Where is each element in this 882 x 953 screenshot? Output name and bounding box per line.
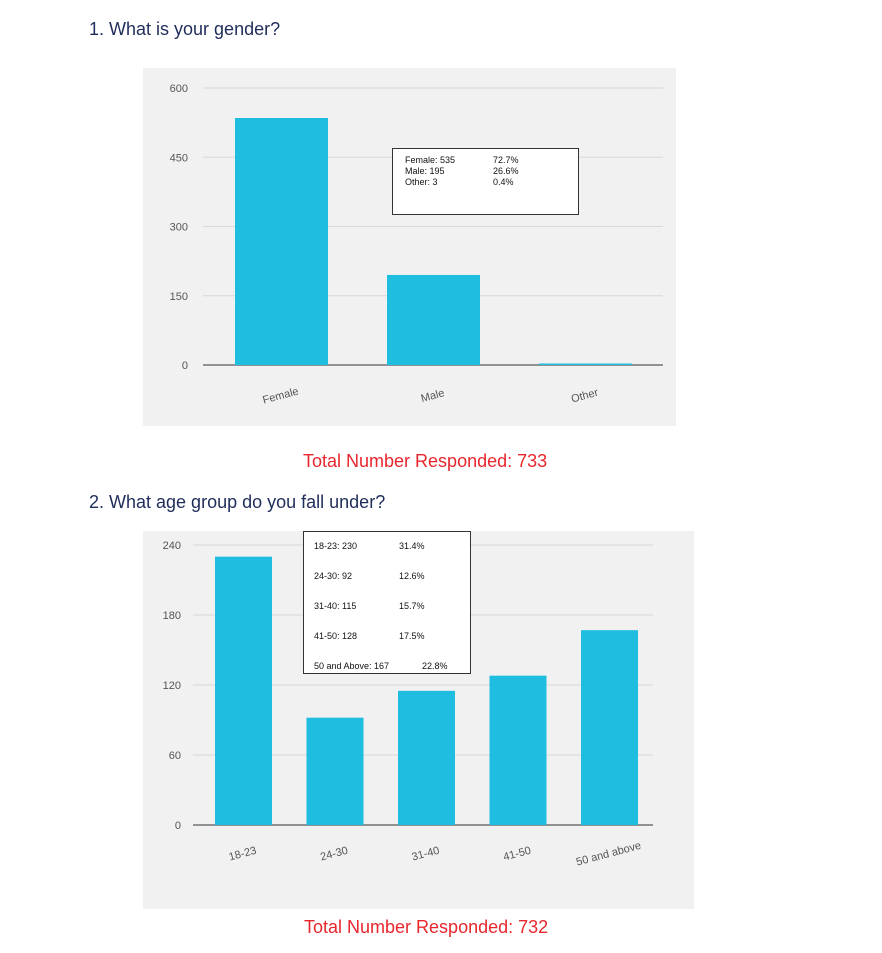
bar: [387, 274, 480, 365]
legend-row: Other: 3 0.4%: [405, 177, 578, 188]
x-tick-label: 31-40: [411, 845, 441, 864]
x-tick-label: Male: [420, 387, 446, 405]
legend-row: 31-40: 115 15.7%: [314, 600, 470, 630]
x-tick-label: 18-23: [228, 845, 258, 864]
legend-value: Male: 195: [405, 166, 445, 176]
legend-value: 18-23: 230: [314, 541, 358, 551]
legend-percent: 22.8%: [422, 661, 448, 671]
legend-row: 50 and Above: 167 22.8%: [314, 660, 470, 690]
legend-value: Other: 3: [405, 177, 438, 187]
gender-bar-chart: 0 150 300 450 600 Female Male Other: [170, 83, 663, 407]
x-tick-label: 24-30: [319, 845, 349, 864]
y-tick-label: 180: [163, 610, 181, 622]
legend-percent: 15.7%: [399, 601, 425, 611]
bar: [489, 675, 547, 825]
age-total-responded: Total Number Responded: 732: [304, 917, 549, 937]
bar: [581, 630, 638, 825]
legend-row: 18-23: 230 31.4%: [314, 540, 470, 570]
legend-percent: 72.7%: [493, 155, 519, 165]
y-tick-label: 120: [163, 680, 181, 692]
bar: [215, 556, 272, 825]
legend-row: Female: 535 72.7%: [405, 155, 578, 166]
gender-total-responded: Total Number Responded: 733: [303, 451, 548, 471]
y-tick-label: 450: [170, 152, 188, 164]
legend-row: 41-50: 128 17.5%: [314, 630, 470, 660]
y-tick-label: 150: [170, 291, 188, 303]
legend-value: 50 and Above: 167: [314, 661, 390, 671]
bar: [235, 118, 328, 365]
y-tick-label: 240: [163, 540, 181, 552]
x-tick-label: Other: [570, 387, 600, 406]
legend-row: Male: 195 26.6%: [405, 166, 578, 177]
y-tick-label: 0: [175, 820, 181, 832]
legend-percent: 17.5%: [399, 631, 425, 641]
legend-percent: 0.4%: [493, 177, 514, 187]
legend-percent: 26.6%: [493, 166, 519, 176]
y-tick-label: 600: [170, 83, 188, 95]
legend-value: 31-40: 115: [314, 601, 357, 611]
question-title-gender: 1. What is your gender?: [89, 19, 281, 39]
gender-chart-panel: 0 150 300 450 600 Female Male Other: [143, 68, 676, 426]
y-tick-label: 0: [182, 360, 188, 372]
y-tick-label: 300: [170, 222, 188, 234]
bar: [306, 717, 364, 825]
legend-value: Female: 535: [405, 155, 456, 165]
x-tick-label: 50 and above: [575, 840, 643, 869]
question-title-age-group: 2. What age group do you fall under?: [89, 492, 386, 512]
y-tick-label: 60: [169, 750, 181, 762]
legend-row: 24-30: 92 12.6%: [314, 570, 470, 600]
age-bar-chart: 0 60 120 180 240 18-23 24-30 31-40 41-50 50 and a…: [163, 540, 653, 869]
bar: [539, 363, 632, 365]
x-tick-label: 41-50: [502, 845, 532, 864]
legend-value: 24-30: 92: [314, 571, 353, 581]
x-tick-label: Female: [261, 386, 300, 407]
bar: [398, 690, 455, 825]
legend-percent: 12.6%: [399, 571, 425, 581]
legend-percent: 31.4%: [399, 541, 425, 551]
gender-legend-box: Female: 535 72.7% Male: 195 26.6% Other:…: [392, 148, 579, 215]
age-legend-box: 18-23: 230 31.4% 24-30: 92 12.6% 31-40: …: [303, 531, 471, 674]
legend-value: 41-50: 128: [314, 631, 358, 641]
